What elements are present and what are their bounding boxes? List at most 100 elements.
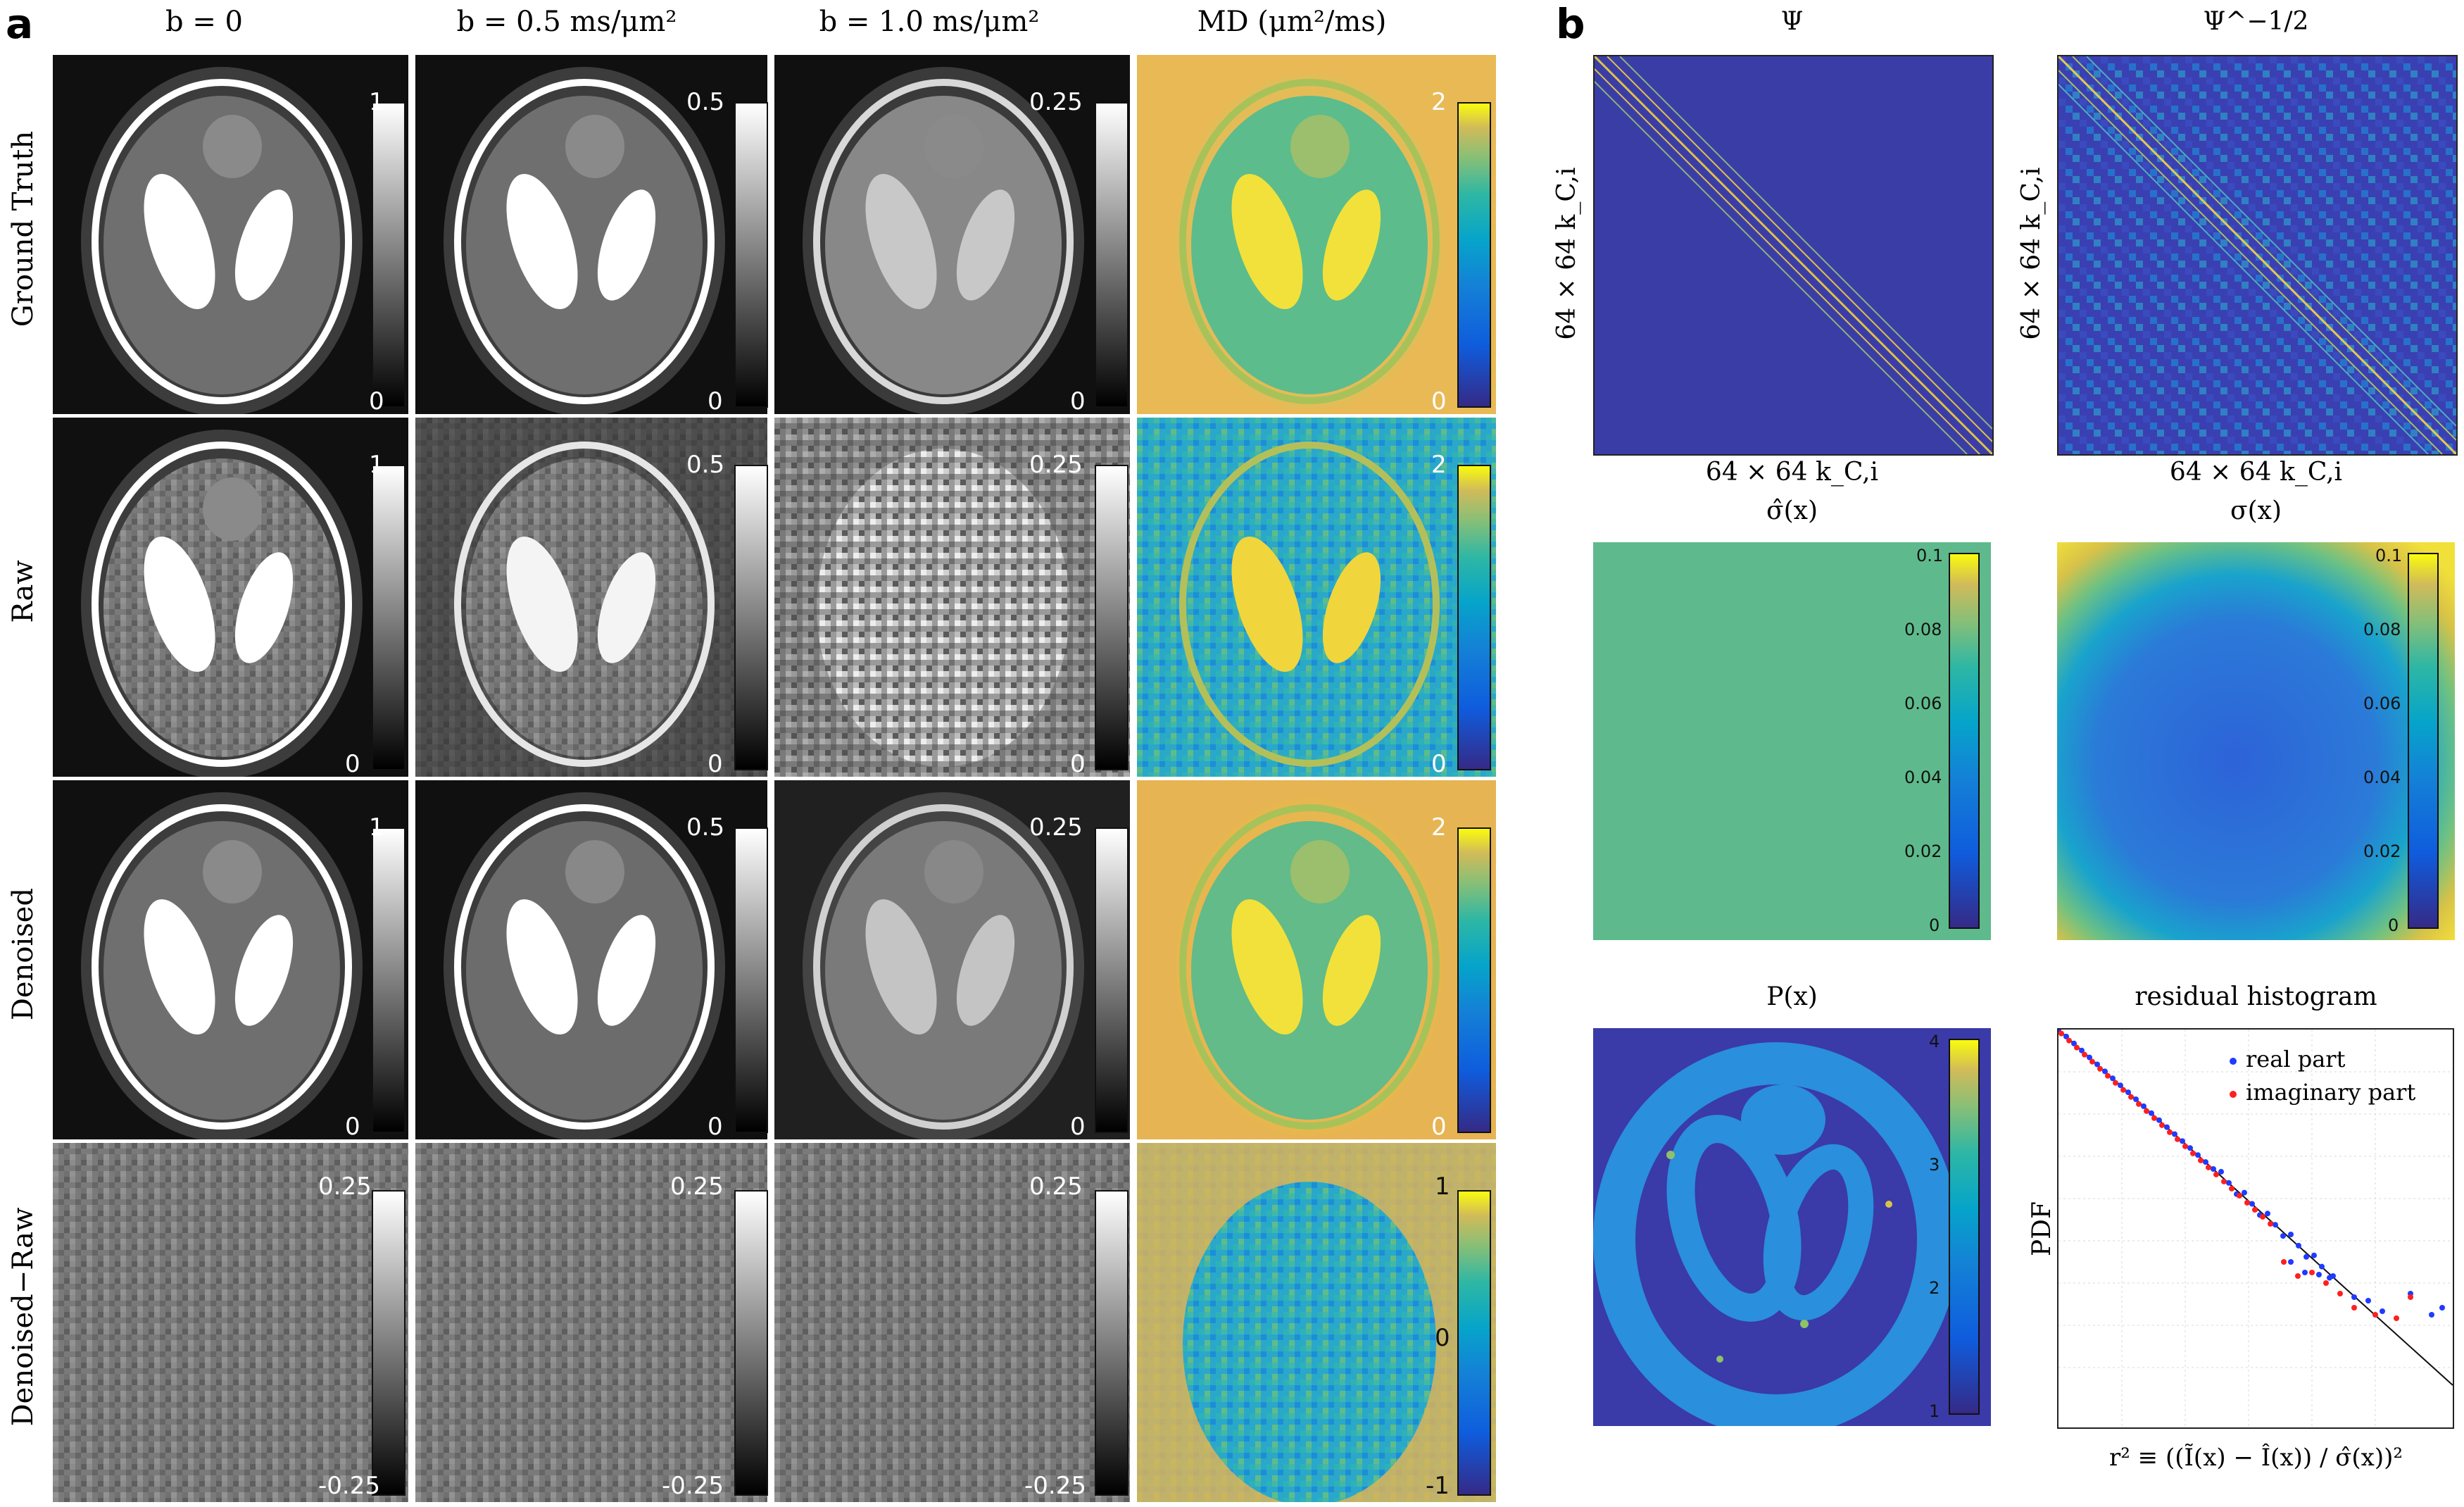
real-point	[2288, 1259, 2294, 1265]
tick-raw-b05-top: 0.5	[686, 451, 725, 479]
tick-diff-md-top: 1	[1435, 1173, 1450, 1201]
real-point	[2172, 1131, 2177, 1137]
tick-raw-md-bottom: 0	[1431, 750, 1447, 778]
colorbar-diff-b05	[734, 1190, 768, 1496]
imag-point	[2120, 1087, 2126, 1093]
colorbar-raw-b0	[372, 465, 406, 770]
tick-raw-md-top: 2	[1431, 451, 1447, 479]
imag-point	[2128, 1094, 2134, 1100]
sigma-tick-5: 0	[2388, 915, 2399, 935]
real-point	[2273, 1222, 2278, 1228]
p-map	[1593, 1028, 1991, 1426]
psi-inv-title: Ψ^−1/2	[2203, 7, 2309, 36]
tick-raw-b0-top: 1	[369, 451, 384, 479]
imag-point	[2221, 1178, 2227, 1184]
real-point	[2365, 1298, 2371, 1303]
real-point	[2303, 1253, 2309, 1260]
psi-matrix	[1593, 55, 1994, 456]
real-point	[2211, 1166, 2216, 1172]
sigma-tick-4: 0.02	[2363, 842, 2401, 861]
tile-diff-md	[1137, 1143, 1496, 1502]
tick-raw-b0-bottom: 0	[345, 750, 360, 778]
hist-title: residual histogram	[2135, 982, 2377, 1011]
tile-raw-b05	[415, 418, 767, 777]
imag-point	[2190, 1150, 2196, 1156]
sigma-tick-1: 0.08	[2363, 620, 2401, 639]
real-point	[2280, 1233, 2286, 1239]
real-point	[2079, 1047, 2085, 1053]
tick-diff-b1-top: 0.25	[1029, 1173, 1083, 1201]
imag-point	[2175, 1136, 2180, 1142]
real-point	[2439, 1305, 2445, 1311]
hist-ylabel: PDF	[2028, 1201, 2056, 1257]
tick-den-b05-bottom: 0	[708, 1113, 723, 1141]
real-point	[2319, 1263, 2325, 1270]
tick-raw-b1-bottom: 0	[1070, 750, 1086, 778]
tile-gt-b1	[774, 55, 1130, 414]
imag-point	[2136, 1101, 2142, 1107]
colorbar-den-b0	[372, 827, 406, 1133]
imag-point	[2082, 1051, 2087, 1058]
real-point	[2133, 1096, 2139, 1102]
tick-gt-md-bottom: 0	[1431, 387, 1447, 415]
colorbar-diff-b0	[372, 1190, 406, 1496]
imag-point	[2167, 1129, 2173, 1135]
real-point	[2094, 1061, 2100, 1068]
psi-inv-xlabel: 64 × 64 k_C,i	[2169, 458, 2343, 487]
tick-diff-b1-bottom: -0.25	[1024, 1472, 1086, 1500]
real-point	[2187, 1145, 2193, 1151]
tile-gt-b05	[415, 55, 767, 414]
real-point	[2242, 1189, 2247, 1196]
p-tick-1: 3	[1929, 1155, 1940, 1175]
sigma-hat-tick-3: 0.04	[1904, 768, 1942, 787]
sigma-colorbar	[2408, 553, 2439, 929]
imag-point	[2058, 1030, 2064, 1037]
imag-point	[2097, 1065, 2103, 1072]
colorbar-gt-b05	[734, 102, 768, 408]
col-header-b1: b = 1.0 ms/μm²	[819, 6, 1040, 38]
row-header-raw: Raw	[7, 560, 39, 623]
colorbar-diff-b1	[1095, 1190, 1129, 1496]
tile-den-b1	[774, 780, 1130, 1139]
hist-plot	[2058, 1030, 2453, 1427]
real-point	[2125, 1089, 2131, 1096]
tick-den-b05-top: 0.5	[686, 813, 725, 842]
imag-point	[2394, 1315, 2399, 1321]
tick-diff-b05-top: 0.25	[670, 1173, 724, 1201]
colorbar-diff-md	[1457, 1190, 1491, 1496]
real-point	[2311, 1252, 2317, 1258]
hist-xlabel: r² ≡ ((Ĩ(x) − Î(x)) / σ̂(x))²	[2108, 1444, 2403, 1472]
tick-diff-md-bottom: -1	[1426, 1472, 1450, 1500]
sigma-hat-title: σ̂(x)	[1766, 496, 1818, 525]
imag-point	[2113, 1080, 2118, 1086]
real-point	[2118, 1082, 2123, 1089]
sigma-hat-tick-1: 0.08	[1904, 620, 1942, 639]
psi-xlabel: 64 × 64 k_C,i	[1705, 458, 1879, 487]
colorbar-gt-md	[1457, 102, 1491, 408]
real-point	[2071, 1040, 2077, 1046]
col-header-md: MD (μm²/ms)	[1197, 6, 1387, 38]
legend-real: real part	[2246, 1046, 2346, 1073]
imag-point	[2337, 1291, 2343, 1296]
tile-den-b0	[53, 780, 408, 1139]
imag-point	[2323, 1280, 2329, 1286]
tick-den-b0-bottom: 0	[345, 1113, 360, 1141]
sigma-hat-tick-2: 0.06	[1904, 694, 1942, 713]
imag-point	[2206, 1164, 2211, 1170]
real-point	[2149, 1110, 2154, 1116]
sigma-hat-map	[1593, 542, 1991, 940]
real-point	[2180, 1138, 2185, 1144]
tick-den-b1-bottom: 0	[1070, 1113, 1086, 1141]
sigma-hat-tick-0: 0.1	[1916, 546, 1944, 565]
col-header-b0: b = 0	[165, 6, 243, 38]
imag-point	[2229, 1185, 2234, 1192]
real-point	[2302, 1270, 2308, 1275]
panel-b-letter: b	[1556, 0, 1585, 48]
tick-gt-b0-bottom: 0	[369, 387, 384, 415]
tick-diff-b0-top: 0.25	[318, 1173, 372, 1201]
imag-point	[2182, 1143, 2188, 1149]
p-tick-0: 4	[1929, 1032, 1940, 1051]
real-point	[2102, 1068, 2108, 1075]
row-header-denoised-minus-raw: Denoised−Raw	[7, 1207, 39, 1427]
real-point	[2429, 1312, 2434, 1318]
